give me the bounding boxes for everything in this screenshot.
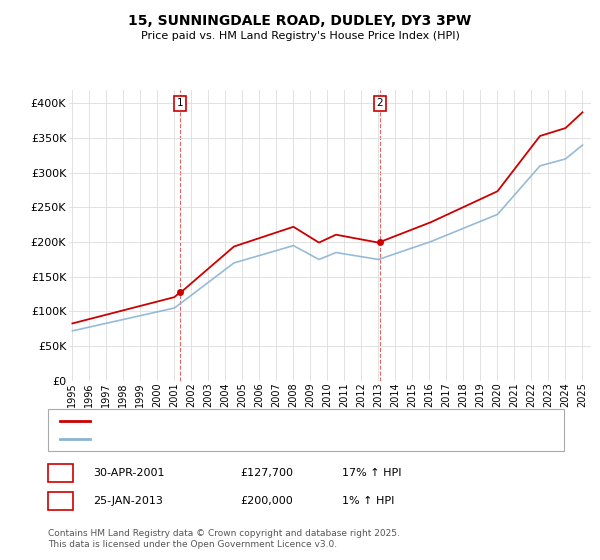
Text: 15, SUNNINGDALE ROAD, DUDLEY, DY3 3PW (detached house): 15, SUNNINGDALE ROAD, DUDLEY, DY3 3PW (d… <box>96 416 422 426</box>
Text: 1: 1 <box>57 468 64 478</box>
Text: Price paid vs. HM Land Registry's House Price Index (HPI): Price paid vs. HM Land Registry's House … <box>140 31 460 41</box>
Text: 2: 2 <box>57 496 64 506</box>
Text: 2: 2 <box>376 99 383 108</box>
Text: 15, SUNNINGDALE ROAD, DUDLEY, DY3 3PW: 15, SUNNINGDALE ROAD, DUDLEY, DY3 3PW <box>128 14 472 28</box>
Text: 1: 1 <box>177 99 184 108</box>
Text: 25-JAN-2013: 25-JAN-2013 <box>93 496 163 506</box>
Text: HPI: Average price, detached house, Dudley: HPI: Average price, detached house, Dudl… <box>96 434 326 444</box>
Text: 1% ↑ HPI: 1% ↑ HPI <box>342 496 394 506</box>
Text: £200,000: £200,000 <box>240 496 293 506</box>
Text: 30-APR-2001: 30-APR-2001 <box>93 468 164 478</box>
Text: Contains HM Land Registry data © Crown copyright and database right 2025.
This d: Contains HM Land Registry data © Crown c… <box>48 529 400 549</box>
Text: 17% ↑ HPI: 17% ↑ HPI <box>342 468 401 478</box>
Text: £127,700: £127,700 <box>240 468 293 478</box>
